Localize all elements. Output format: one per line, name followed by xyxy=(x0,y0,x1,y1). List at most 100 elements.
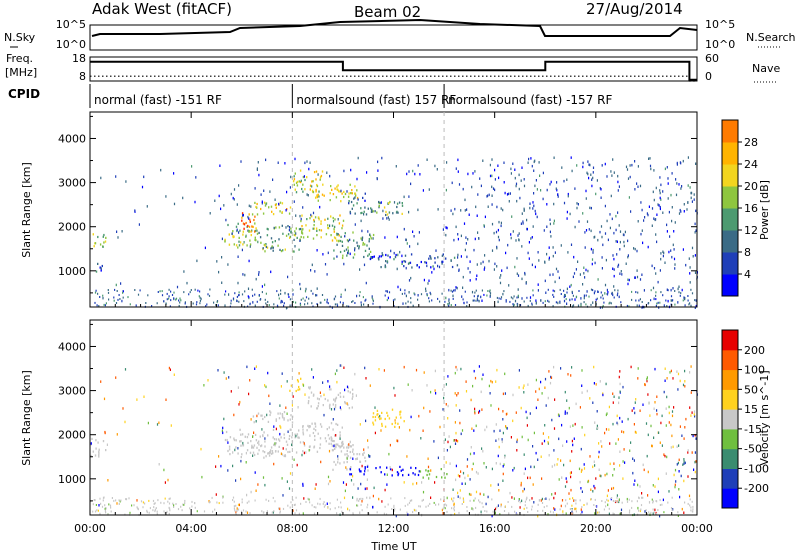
cell-scatter xyxy=(579,480,581,484)
cell-patch-4 xyxy=(310,405,312,408)
cell-scatter xyxy=(607,503,609,507)
cell-scatter xyxy=(474,237,476,241)
cell-scatter xyxy=(666,223,668,227)
cell-scatter xyxy=(521,212,523,215)
cell-ground xyxy=(235,504,237,507)
cell-scatter xyxy=(208,500,210,503)
cell-ground xyxy=(280,299,282,302)
cell-ground xyxy=(217,304,219,307)
cell-ground xyxy=(441,292,443,295)
cell-scatter xyxy=(346,457,348,460)
cell-patch-5 xyxy=(367,446,369,449)
cell-scatter xyxy=(599,230,601,234)
cell-ground xyxy=(340,506,342,509)
cell-scatter xyxy=(459,475,461,478)
cell-ground xyxy=(334,303,336,306)
cell-scatter xyxy=(687,451,689,454)
cell-patch-4 xyxy=(313,218,315,222)
cell-patch-5 xyxy=(347,455,349,458)
cell-scatter xyxy=(427,465,430,469)
cell-ground xyxy=(572,294,574,297)
cell-patch-3 xyxy=(296,236,298,239)
cell-scatter xyxy=(382,217,384,220)
cell-ground xyxy=(419,505,421,508)
cell-scatter xyxy=(647,393,649,396)
cell-ground xyxy=(519,501,521,504)
cell-scatter xyxy=(526,424,528,427)
cell-ground xyxy=(412,511,414,514)
cell-scatter xyxy=(306,160,308,163)
cell-scatter xyxy=(165,398,167,401)
cell-ground xyxy=(569,508,571,510)
cell-scatter xyxy=(541,477,543,480)
cell-patch-5 xyxy=(333,257,335,260)
cell-scatter xyxy=(570,283,572,287)
cell-scatter xyxy=(250,490,252,494)
cell-ground xyxy=(689,504,691,507)
cell-scatter xyxy=(363,213,365,216)
freq-strip-frame xyxy=(89,56,698,82)
cell-ground xyxy=(635,291,637,294)
cell-scatter xyxy=(616,421,618,425)
cell-scatter xyxy=(258,173,260,177)
cell-patch-2 xyxy=(275,418,277,421)
cell-patch-3 xyxy=(294,234,296,237)
cell-ground xyxy=(384,294,386,297)
cell-scatter xyxy=(609,462,611,466)
cell-ground xyxy=(648,302,650,304)
cell-scatter xyxy=(523,472,525,475)
cell-scatter xyxy=(499,462,501,466)
cell-scatter xyxy=(215,465,217,468)
cell-scatter xyxy=(255,277,257,281)
cell-scatter xyxy=(537,251,539,254)
cell-scatter xyxy=(553,365,555,369)
cell-patch-12 xyxy=(416,264,418,267)
cell-patch-8 xyxy=(335,196,338,199)
cell-scatter xyxy=(592,248,594,252)
cell-scatter xyxy=(607,238,609,242)
freq-label-2: [MHz] xyxy=(5,66,37,79)
cell-patch-1 xyxy=(237,246,239,249)
cell-scatter xyxy=(337,218,339,221)
cell-scatter xyxy=(316,287,318,290)
cell-scatter xyxy=(626,168,629,171)
cell-scatter xyxy=(597,278,599,281)
cell-ground xyxy=(99,296,101,298)
cell-ground xyxy=(498,297,500,300)
cell-ground xyxy=(96,509,98,512)
cell-patch-4 xyxy=(313,220,315,223)
cell-ground xyxy=(248,296,250,299)
cell-scatter xyxy=(484,254,486,257)
cell-patch-4 xyxy=(336,232,338,235)
cell-scatter xyxy=(691,451,693,454)
cell-patch-1 xyxy=(280,436,282,439)
cell-scatter xyxy=(472,508,474,511)
cell-ground xyxy=(110,510,112,513)
cell-scatter xyxy=(657,490,659,494)
cell-scatter xyxy=(668,405,670,409)
cell-ground xyxy=(363,303,365,306)
cell-scatter xyxy=(537,289,539,292)
cell-scatter xyxy=(510,167,512,171)
cell-patch-1 xyxy=(225,430,228,434)
cell-ground xyxy=(569,497,571,500)
cell-scatter xyxy=(684,461,686,465)
cell-ground xyxy=(295,496,297,499)
cell-ground xyxy=(165,302,167,305)
cell-ground xyxy=(319,497,321,500)
cell-patch-3 xyxy=(293,238,295,241)
cell-scatter xyxy=(332,418,334,421)
cell-ground xyxy=(194,288,196,291)
cell-patch-7 xyxy=(316,194,318,197)
cell-ground xyxy=(559,508,561,511)
cell-patch-9 xyxy=(387,202,389,205)
cell-patch-1 xyxy=(255,439,258,442)
cell-ground xyxy=(97,509,99,512)
colorbar-tick-label-4: -15 xyxy=(744,423,762,436)
cell-ground xyxy=(496,506,498,509)
cell-patch-1 xyxy=(289,428,291,431)
cell-ground xyxy=(469,499,471,502)
cell-scatter xyxy=(676,163,678,166)
cell-scatter xyxy=(503,161,505,164)
cell-patch-7 xyxy=(299,169,302,172)
